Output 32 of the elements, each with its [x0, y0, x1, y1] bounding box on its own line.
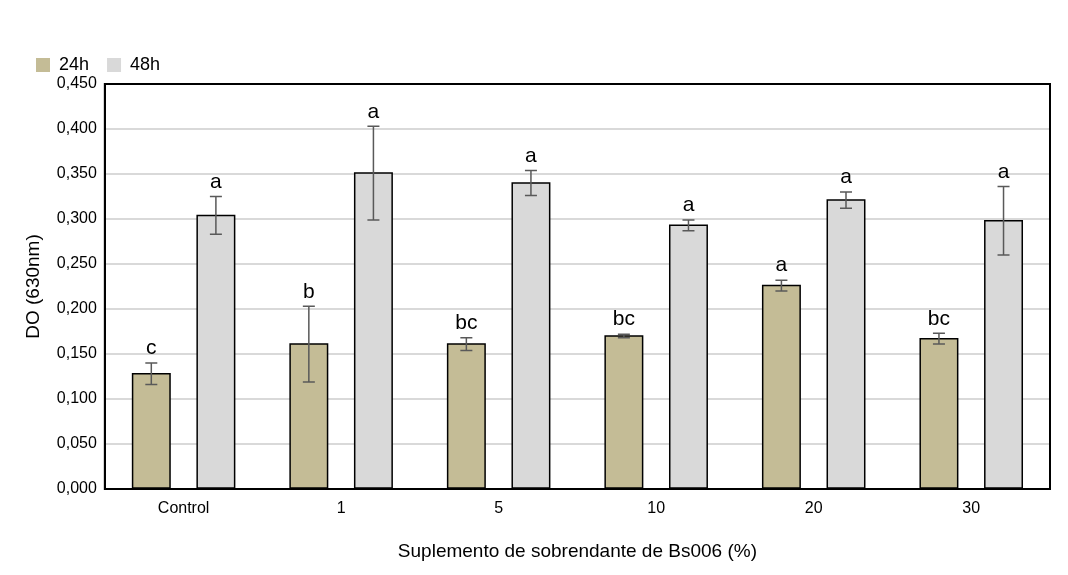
legend-label: 24h: [59, 53, 90, 74]
y-tick-label: 0,200: [56, 299, 97, 317]
annotation: bc: [455, 310, 478, 334]
x-tick-label: Control: [157, 499, 210, 517]
y-axis-title: DO (630nm): [21, 234, 43, 339]
x-axis-title: Suplemento de sobrendante de Bs006 (%): [397, 539, 757, 561]
legend-label: 48h: [130, 53, 161, 74]
annotation: b: [302, 278, 315, 302]
annotation: a: [775, 252, 788, 276]
x-tick-label: 1: [336, 499, 346, 517]
y-tick-label: 0,350: [56, 164, 97, 182]
x-tick-label: 10: [647, 499, 666, 517]
y-tick-label: 0,450: [56, 74, 97, 92]
annotation: a: [525, 142, 538, 166]
y-tick-label: 0,050: [56, 434, 97, 452]
y-tick-label: 0,000: [56, 479, 97, 497]
annotation: bc: [927, 305, 951, 329]
x-tick-label: 30: [962, 499, 981, 517]
annotation: bc: [612, 306, 635, 330]
annotation: a: [997, 158, 1010, 182]
y-tick-label: 0,150: [56, 344, 97, 362]
annotation: c: [146, 335, 157, 359]
annotation: a: [840, 164, 853, 188]
x-tick-label: 20: [804, 499, 823, 517]
annotation: a: [682, 192, 695, 216]
y-tick-label: 0,400: [56, 119, 97, 137]
y-tick-label: 0,100: [56, 389, 97, 407]
annotation: a: [210, 168, 223, 192]
y-tick-label: 0,250: [56, 254, 97, 272]
x-tick-label: 5: [494, 499, 504, 517]
annotation: a: [367, 98, 380, 122]
y-tick-label: 0,300: [56, 209, 97, 227]
